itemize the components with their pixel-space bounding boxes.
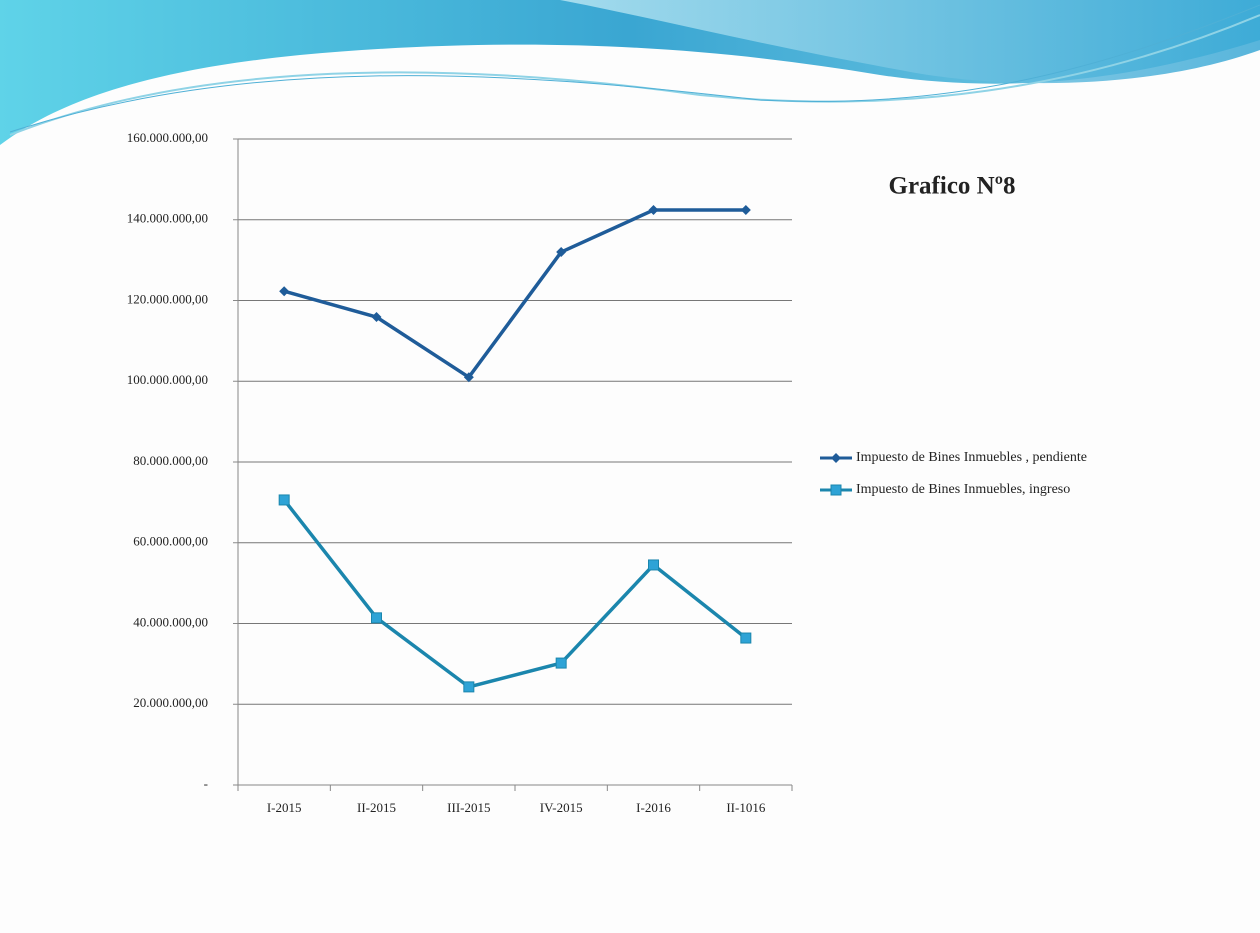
y-tick-label: 140.000.000,00 [127, 211, 208, 226]
y-tick-label: 60.000.000,00 [133, 534, 208, 549]
y-tick-label: 20.000.000,00 [133, 695, 208, 710]
data-point [278, 494, 290, 506]
legend-label: Impuesto de Bines Inmuebles , pendiente [856, 450, 1087, 465]
y-tick-label: 160.000.000,00 [127, 130, 208, 145]
series-line [283, 208, 746, 379]
y-tick-label: 120.000.000,00 [127, 291, 208, 306]
legend-label: Impuesto de Bines Inmuebles, ingreso [856, 482, 1070, 497]
data-point [371, 612, 382, 624]
y-tick-label: - [204, 776, 208, 791]
data-point [279, 286, 290, 297]
data-point [371, 312, 382, 323]
x-tick-label: IV-2015 [540, 800, 583, 815]
y-tick-label: 40.000.000,00 [133, 614, 208, 629]
y-tick-label: 80.000.000,00 [133, 453, 208, 468]
data-point [463, 372, 474, 383]
data-point [556, 247, 567, 258]
data-point [555, 657, 567, 669]
data-point [648, 559, 659, 571]
x-tick-label: III-2015 [447, 800, 490, 815]
data-point [740, 205, 751, 216]
legend-marker [831, 453, 841, 463]
y-tick-label: 100.000.000,00 [127, 372, 208, 387]
data-point [463, 681, 475, 693]
x-tick-label: II-2015 [357, 800, 396, 815]
header-wave [560, 0, 1260, 84]
data-point [648, 205, 659, 216]
header-curve [9, 14, 1260, 136]
x-tick-label: II-1016 [726, 800, 765, 815]
series-line [282, 498, 747, 689]
x-tick-label: I-2015 [267, 800, 302, 815]
legend-marker [830, 484, 842, 496]
chart-title: Grafico Nº8 [889, 173, 1016, 200]
header-curve [9, 4, 1260, 133]
data-point [740, 632, 752, 644]
x-tick-label: I-2016 [636, 800, 671, 815]
